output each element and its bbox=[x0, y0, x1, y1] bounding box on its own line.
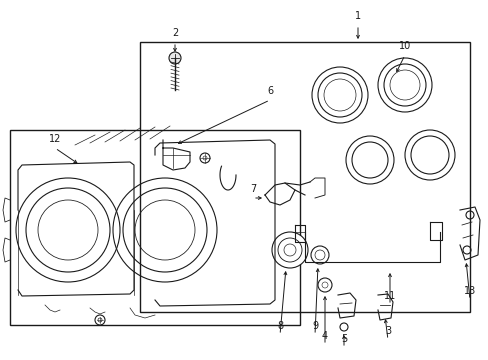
Text: 4: 4 bbox=[321, 331, 327, 341]
Text: 7: 7 bbox=[249, 184, 256, 194]
Text: 5: 5 bbox=[340, 334, 346, 344]
Text: 2: 2 bbox=[171, 28, 178, 38]
Text: 1: 1 bbox=[354, 11, 360, 21]
Text: 3: 3 bbox=[384, 326, 390, 336]
Text: 13: 13 bbox=[463, 286, 475, 296]
Text: 10: 10 bbox=[398, 41, 410, 51]
Text: 6: 6 bbox=[266, 86, 272, 96]
Bar bbox=[10, 130, 299, 325]
Text: 8: 8 bbox=[276, 321, 283, 331]
Text: 12: 12 bbox=[49, 134, 61, 144]
Text: 9: 9 bbox=[311, 321, 317, 331]
Circle shape bbox=[169, 52, 181, 64]
Text: 11: 11 bbox=[383, 291, 395, 301]
Bar bbox=[140, 42, 469, 312]
Circle shape bbox=[271, 232, 307, 268]
